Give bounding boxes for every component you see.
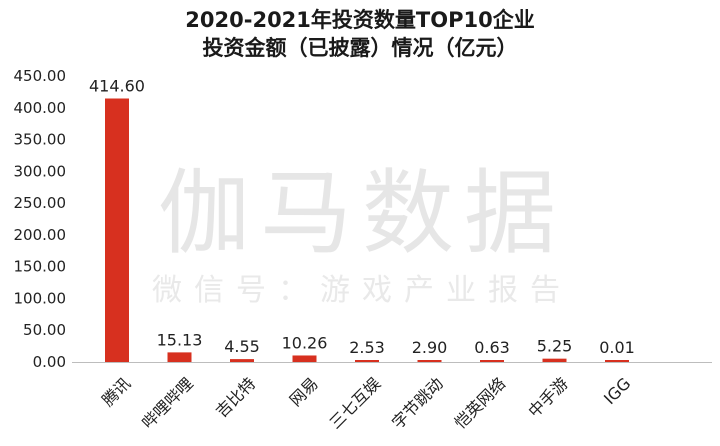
y-tick-label: 250.00 <box>14 194 67 212</box>
x-axis: 腾讯 哔哩哔哩 吉比特 网易 三七互娱 字节跳动 恺英网络 中手游 IGG <box>72 362 712 433</box>
bar <box>167 352 192 362</box>
y-tick-label: 150.00 <box>14 258 67 276</box>
x-tick-label: 网易 <box>286 374 322 410</box>
x-tick-label: 哔哩哔哩 <box>138 374 197 433</box>
watermark: 伽马数据 微信号：游戏产业报告 <box>152 160 572 308</box>
y-tick-label: 450.00 <box>14 67 67 85</box>
y-tick-label: 0.00 <box>33 353 66 371</box>
bars <box>105 98 629 363</box>
y-tick-label: 300.00 <box>14 162 67 180</box>
data-label: 2.90 <box>412 338 448 357</box>
bar <box>542 358 567 362</box>
bar <box>355 360 379 362</box>
data-label: 2.53 <box>349 338 385 357</box>
y-tick-label: 100.00 <box>14 289 67 307</box>
x-tick-label: 腾讯 <box>98 374 134 410</box>
data-label: 4.55 <box>224 337 260 356</box>
x-tick-label: 三七互娱 <box>326 374 385 433</box>
watermark-main: 伽马数据 <box>158 160 566 267</box>
y-axis: 0.00 50.00 100.00 150.00 200.00 250.00 300.00 3… <box>14 67 67 371</box>
data-label: 10.26 <box>282 333 328 352</box>
y-tick-label: 200.00 <box>14 226 67 244</box>
x-tick-label: 中手游 <box>524 374 571 421</box>
chart-title-line-2: 投资金额（已披露）情况（亿元） <box>202 36 518 60</box>
x-tick-label: 恺英网络 <box>451 374 510 433</box>
data-labels: 414.60 15.13 4.55 10.26 2.53 2.90 0.63 5.25 0.01 <box>89 76 635 357</box>
y-tick-label: 50.00 <box>23 321 66 339</box>
y-tick-label: 400.00 <box>14 99 67 117</box>
chart-title: 2020-2021年投资数量TOP10企业 投资金额（已披露）情况（亿元） <box>0 6 720 62</box>
data-label: 0.63 <box>474 338 510 357</box>
data-label: 0.01 <box>599 338 635 357</box>
chart-title-line-1: 2020-2021年投资数量TOP10企业 <box>185 8 535 32</box>
x-tick-label: 吉比特 <box>212 374 259 421</box>
x-tick-label: IGG <box>600 374 634 408</box>
bar <box>230 359 254 362</box>
x-tick-label: 字节跳动 <box>388 374 447 433</box>
bar <box>480 360 504 362</box>
bar <box>105 98 129 363</box>
y-tick-label: 350.00 <box>14 131 67 149</box>
data-label: 15.13 <box>157 330 203 349</box>
bar <box>605 360 629 362</box>
bar <box>417 360 442 362</box>
bar <box>292 355 317 362</box>
watermark-sub: 微信号：游戏产业报告 <box>152 273 572 308</box>
data-label: 5.25 <box>537 337 573 356</box>
data-label: 414.60 <box>89 76 145 95</box>
